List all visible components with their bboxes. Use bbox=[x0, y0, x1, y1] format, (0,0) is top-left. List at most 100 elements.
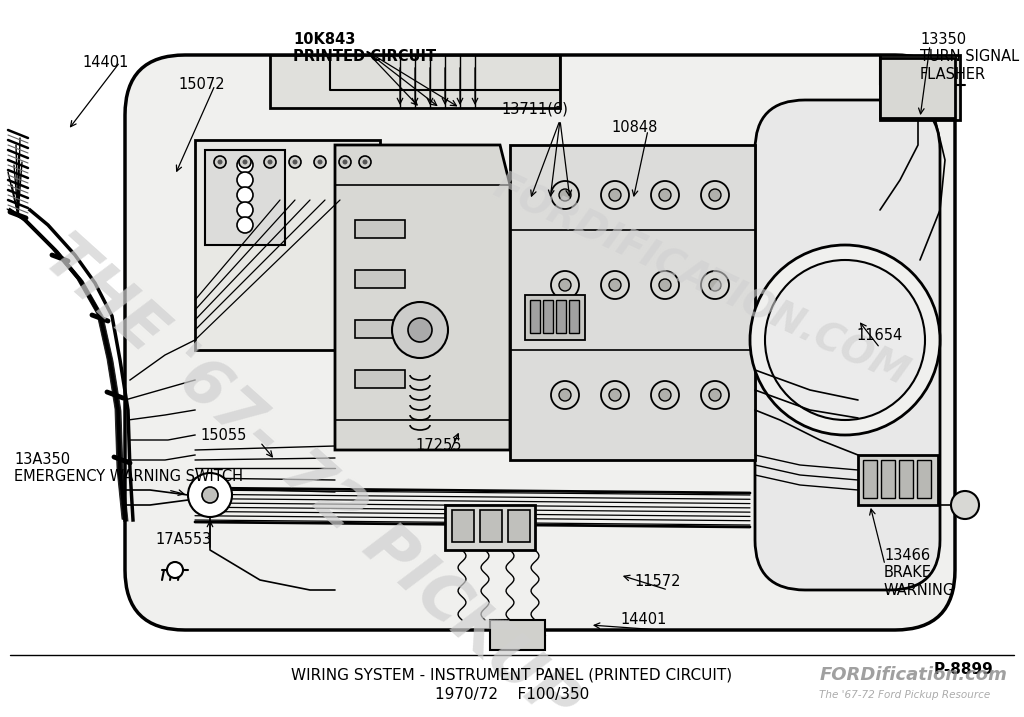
Text: 17A553: 17A553 bbox=[155, 533, 211, 548]
Bar bbox=[195, 140, 380, 350]
Circle shape bbox=[167, 562, 183, 578]
Text: 15072: 15072 bbox=[178, 77, 224, 92]
Circle shape bbox=[701, 381, 729, 409]
Circle shape bbox=[202, 487, 218, 503]
Circle shape bbox=[551, 381, 579, 409]
Text: THE '67- 72 PICKUP: THE '67- 72 PICKUP bbox=[31, 224, 589, 717]
Bar bbox=[452, 510, 474, 542]
Text: 13350
TURN SIGNAL
FLASHER: 13350 TURN SIGNAL FLASHER bbox=[920, 32, 1019, 82]
Circle shape bbox=[601, 381, 629, 409]
Circle shape bbox=[293, 159, 298, 164]
Text: FORDIFICATION.COM: FORDIFICATION.COM bbox=[486, 167, 913, 393]
Circle shape bbox=[314, 156, 326, 168]
Circle shape bbox=[559, 389, 571, 401]
Circle shape bbox=[217, 159, 222, 164]
Bar bbox=[355, 320, 406, 338]
Circle shape bbox=[362, 159, 368, 164]
Circle shape bbox=[709, 189, 721, 201]
Circle shape bbox=[317, 159, 323, 164]
Circle shape bbox=[709, 279, 721, 291]
Circle shape bbox=[342, 159, 347, 164]
Circle shape bbox=[359, 156, 371, 168]
Bar bbox=[205, 150, 285, 245]
Circle shape bbox=[765, 260, 925, 420]
Circle shape bbox=[408, 318, 432, 342]
Bar bbox=[525, 295, 585, 340]
Circle shape bbox=[188, 473, 232, 517]
Bar bbox=[355, 220, 406, 238]
Circle shape bbox=[289, 156, 301, 168]
Bar bbox=[858, 455, 938, 505]
Bar bbox=[880, 58, 955, 118]
Text: FORDification.com: FORDification.com bbox=[819, 666, 1007, 684]
Circle shape bbox=[237, 157, 253, 173]
Bar bbox=[355, 370, 406, 388]
Circle shape bbox=[339, 156, 351, 168]
Polygon shape bbox=[510, 145, 755, 460]
Circle shape bbox=[264, 156, 276, 168]
Circle shape bbox=[237, 187, 253, 203]
Bar bbox=[480, 510, 502, 542]
Circle shape bbox=[609, 389, 621, 401]
Circle shape bbox=[609, 189, 621, 201]
Circle shape bbox=[651, 181, 679, 209]
Text: 1970/72    F100/350: 1970/72 F100/350 bbox=[435, 688, 589, 703]
Text: 13A350
EMERGENCY WARNING SWITCH: 13A350 EMERGENCY WARNING SWITCH bbox=[14, 452, 243, 485]
Circle shape bbox=[601, 271, 629, 299]
Bar bbox=[556, 300, 566, 333]
Text: 14401: 14401 bbox=[620, 612, 667, 627]
Text: 10K843
PRINTED CIRCUIT: 10K843 PRINTED CIRCUIT bbox=[294, 32, 436, 65]
Circle shape bbox=[559, 279, 571, 291]
Circle shape bbox=[659, 279, 671, 291]
Circle shape bbox=[609, 279, 621, 291]
Circle shape bbox=[601, 181, 629, 209]
Text: The '67-72 Ford Pickup Resource: The '67-72 Ford Pickup Resource bbox=[819, 690, 990, 700]
Circle shape bbox=[659, 389, 671, 401]
Text: WIRING SYSTEM - INSTRUMENT PANEL (PRINTED CIRCUIT): WIRING SYSTEM - INSTRUMENT PANEL (PRINTE… bbox=[292, 668, 732, 683]
Circle shape bbox=[651, 381, 679, 409]
Polygon shape bbox=[270, 55, 560, 108]
Bar bbox=[881, 460, 895, 498]
Bar bbox=[863, 460, 877, 498]
Circle shape bbox=[392, 302, 449, 358]
Circle shape bbox=[659, 189, 671, 201]
Circle shape bbox=[237, 217, 253, 233]
Circle shape bbox=[267, 159, 272, 164]
Circle shape bbox=[701, 181, 729, 209]
Circle shape bbox=[701, 271, 729, 299]
Circle shape bbox=[551, 181, 579, 209]
Bar bbox=[445, 505, 535, 550]
Bar bbox=[569, 300, 579, 333]
Circle shape bbox=[651, 271, 679, 299]
FancyBboxPatch shape bbox=[755, 100, 940, 590]
Polygon shape bbox=[880, 55, 961, 120]
Circle shape bbox=[709, 389, 721, 401]
Circle shape bbox=[237, 172, 253, 188]
Text: 17255: 17255 bbox=[415, 437, 462, 452]
Circle shape bbox=[951, 491, 979, 519]
Text: 13711(6): 13711(6) bbox=[502, 102, 568, 117]
FancyBboxPatch shape bbox=[125, 55, 955, 630]
Text: 11572: 11572 bbox=[634, 574, 681, 589]
Bar bbox=[508, 510, 530, 542]
Bar bbox=[918, 460, 931, 498]
Text: 10848: 10848 bbox=[611, 120, 658, 135]
Circle shape bbox=[239, 156, 251, 168]
Text: 11654: 11654 bbox=[856, 328, 902, 343]
Bar bbox=[899, 460, 913, 498]
Circle shape bbox=[237, 202, 253, 218]
Text: 15055: 15055 bbox=[200, 427, 247, 442]
Bar bbox=[355, 270, 406, 288]
Text: 13466
BRAKE
WARNING: 13466 BRAKE WARNING bbox=[884, 548, 955, 598]
Text: 14401: 14401 bbox=[82, 55, 128, 70]
Circle shape bbox=[214, 156, 226, 168]
Circle shape bbox=[243, 159, 248, 164]
Bar bbox=[543, 300, 553, 333]
Polygon shape bbox=[335, 145, 510, 450]
Text: P-8899: P-8899 bbox=[934, 663, 993, 678]
Circle shape bbox=[559, 189, 571, 201]
Bar bbox=[490, 620, 545, 650]
Bar bbox=[530, 300, 540, 333]
Circle shape bbox=[551, 271, 579, 299]
Circle shape bbox=[750, 245, 940, 435]
